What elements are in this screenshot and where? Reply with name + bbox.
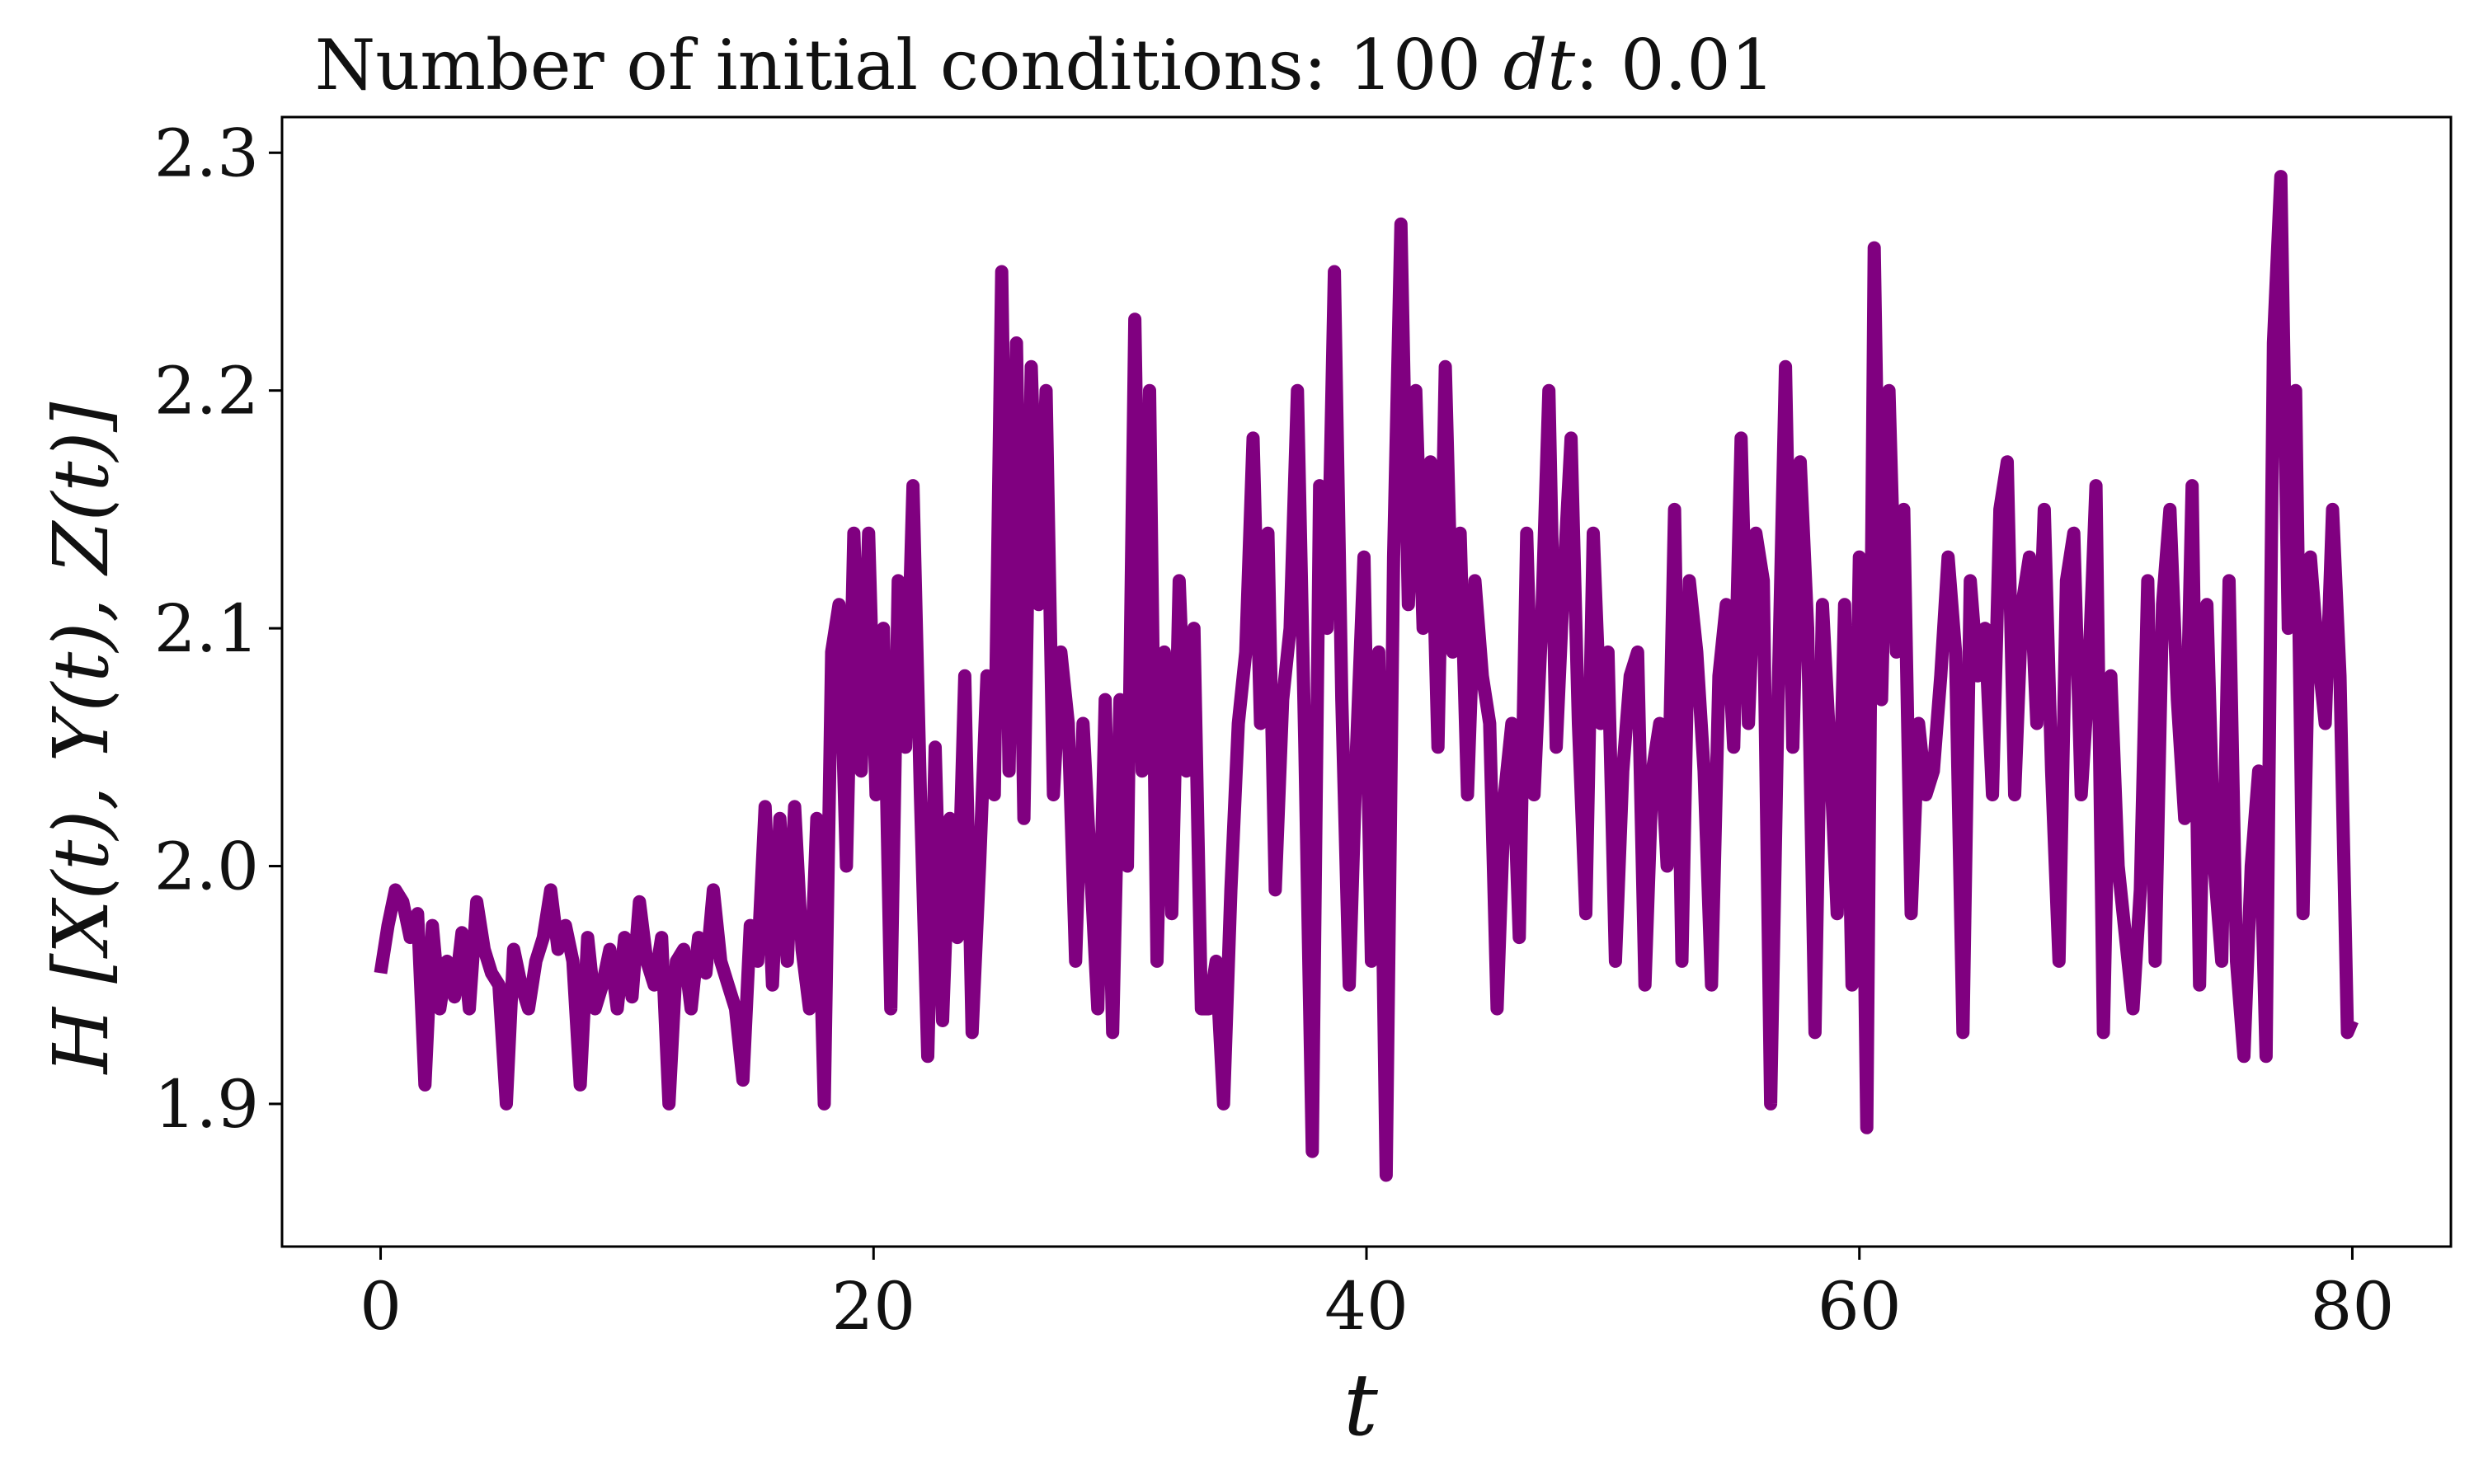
y-tick-label: 2.0 [154,829,259,905]
series-line-0 [374,170,2359,1182]
y-tick-label: 2.2 [154,353,259,430]
axes: 0 20 40 60 80 1.9 2.0 2.1 2.2 2.3 [154,115,2395,1345]
x-tick-label: 20 [831,1268,915,1345]
x-tick-label: 80 [2311,1268,2395,1345]
x-axis-label: t [1343,1355,1378,1455]
chart-title-prefix: Number of initial conditions: 100 [315,25,1503,106]
y-tick-label: 1.9 [154,1066,259,1143]
plot-area [374,170,2359,1182]
plot-frame [280,115,2453,1248]
x-tick-label: 40 [1324,1268,1409,1345]
y-tick-label: 2.3 [154,115,259,191]
y-axis-label: H [X(t), Y(t), Z(t)] [37,402,125,1076]
chart-title-suffix: : 0.01 [1575,25,1775,106]
y-tick-label: 2.1 [154,590,259,667]
x-tick-label: 60 [1818,1268,1902,1345]
x-tick-label: 0 [360,1268,402,1345]
chart-title: Number of initial conditions: 100 dt: 0.… [315,25,1775,106]
chart-title-dt: dt [1503,25,1576,106]
